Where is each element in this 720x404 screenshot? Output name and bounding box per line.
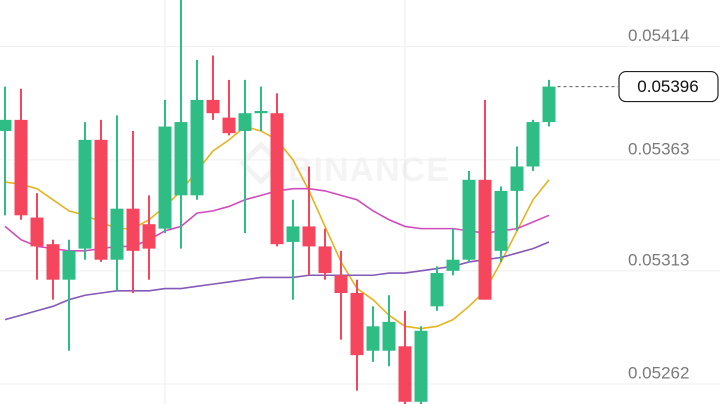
candle-body (318, 246, 332, 274)
candle-body (78, 139, 92, 249)
candle-body (206, 99, 220, 114)
candle-body (334, 275, 348, 294)
candle-body (126, 208, 140, 251)
candle-body (494, 190, 508, 251)
y-tick-label: 0.05363 (628, 139, 689, 158)
candle-body (190, 99, 204, 196)
candle-body (382, 321, 396, 351)
y-tick-label: 0.05313 (628, 250, 689, 269)
watermark: BINANCE (288, 151, 450, 189)
label-group: 0.05414 0.05363 0.05313 0.05262 0.05396 (557, 26, 719, 383)
y-tick-label: 0.05414 (628, 26, 689, 45)
candle-body (478, 179, 492, 300)
candle-body (510, 166, 524, 191)
candle-group (0, 0, 556, 404)
candle-body (110, 208, 124, 260)
candle-body (414, 330, 428, 402)
candle-body (14, 119, 28, 216)
y-tick-label: 0.05262 (628, 364, 689, 383)
candle-body (350, 293, 364, 356)
candle-body (462, 179, 476, 260)
candle-body (158, 126, 172, 229)
candle-body (94, 139, 108, 260)
candle-body (302, 226, 316, 247)
candle-body (0, 119, 12, 131)
candle-body (46, 244, 60, 280)
candle-body (30, 217, 44, 247)
candle-body (174, 122, 188, 196)
grid-group (0, 46, 720, 385)
candle-body (222, 117, 236, 134)
watermark-group: BINANCE (239, 141, 450, 189)
candle-body (286, 226, 300, 242)
candle-body (62, 250, 76, 280)
candle-body (142, 224, 156, 249)
candle-body (430, 273, 444, 307)
last-price-label: 0.05396 (637, 77, 698, 96)
candle-body (270, 113, 284, 245)
candle-body (238, 113, 252, 131)
candle-body (366, 326, 380, 351)
watermark-logo (239, 141, 283, 185)
candle-body (254, 110, 268, 114)
last-price-box (618, 70, 719, 103)
candle-body (526, 122, 540, 167)
candle-body (542, 86, 556, 123)
candle-body (446, 259, 460, 271)
candle-body (398, 346, 412, 402)
